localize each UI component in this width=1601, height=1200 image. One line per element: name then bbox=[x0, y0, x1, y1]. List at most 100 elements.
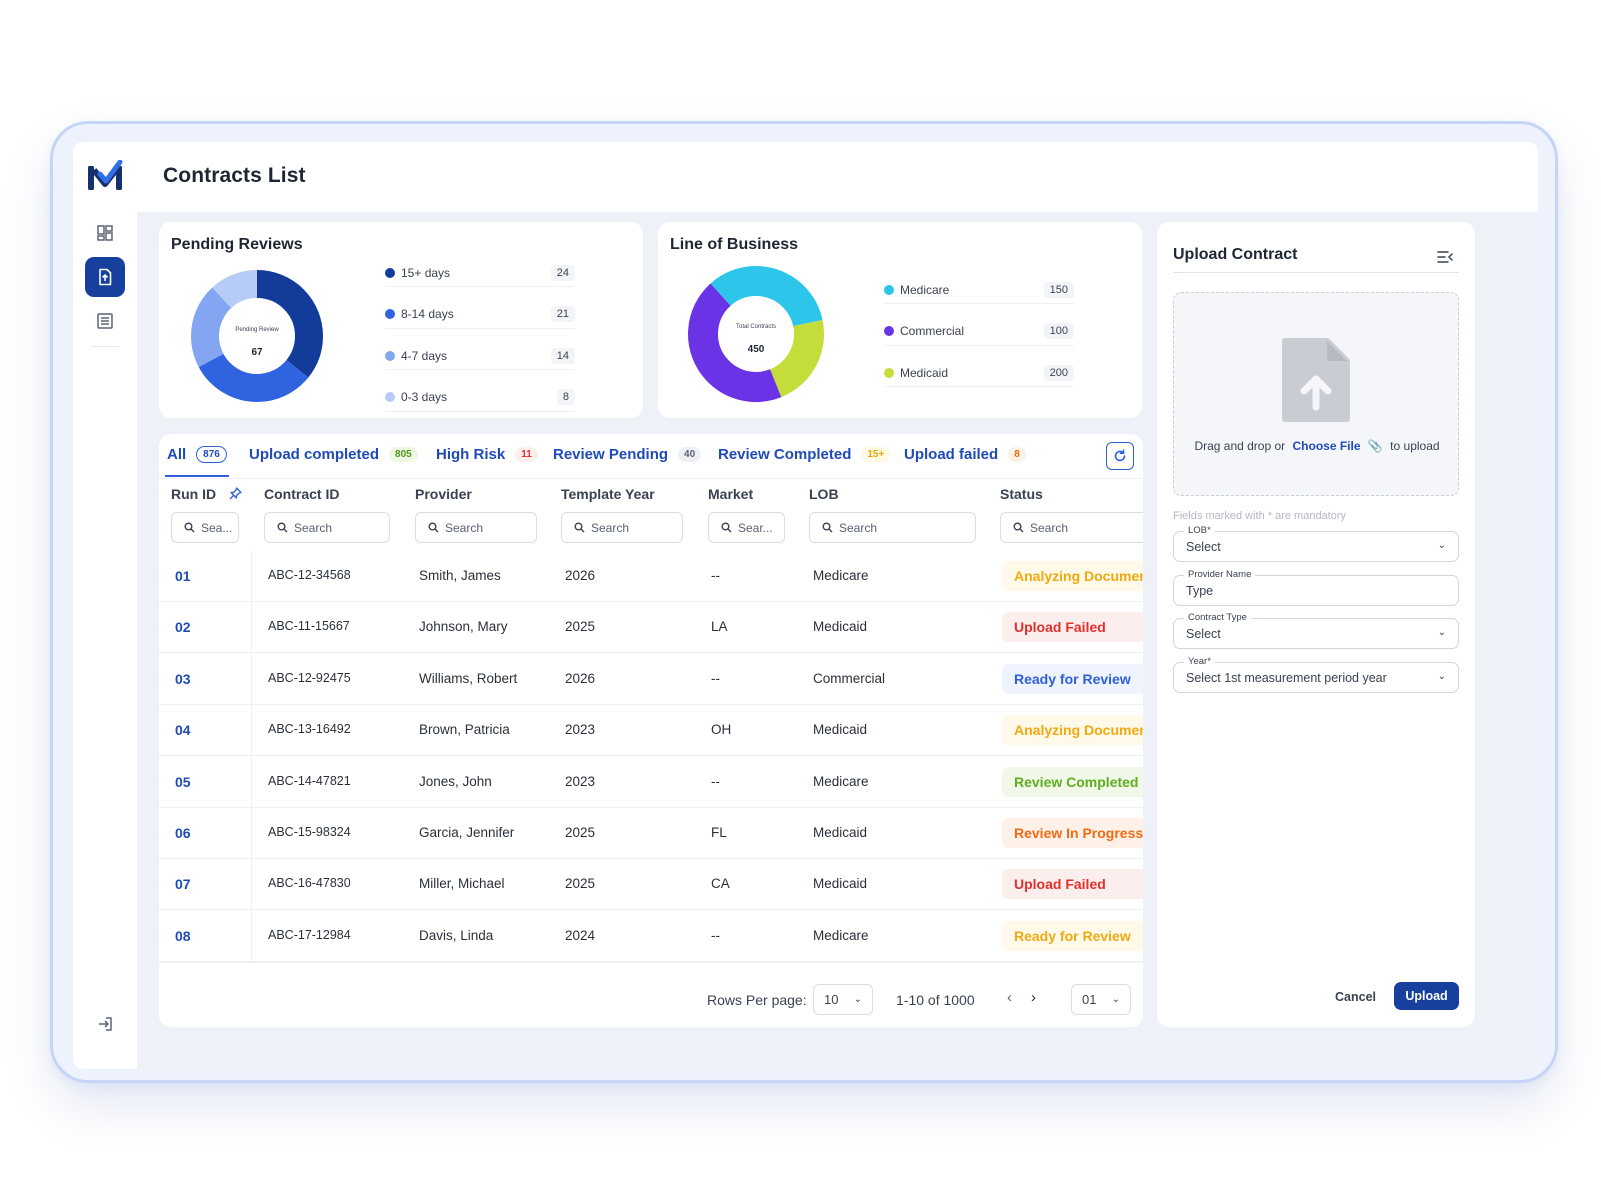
rows-per-page-select[interactable]: 10 ⌄ bbox=[813, 984, 873, 1015]
search-icon bbox=[822, 522, 833, 533]
table-row[interactable]: 02 ABC-11-15667 Johnson, Mary 2025 LA Medicai… bbox=[159, 602, 1143, 654]
drop-instructions: Drag and drop or Choose File 📎 to upload bbox=[1174, 439, 1460, 453]
column-header-contract-id[interactable]: Contract ID bbox=[264, 486, 340, 502]
column-filter-input[interactable]: Search bbox=[1000, 512, 1143, 543]
legend-item: Medicare 150 bbox=[884, 276, 1074, 304]
chevron-down-icon: ⌄ bbox=[1437, 540, 1446, 551]
status-badge: Review Completed bbox=[1014, 773, 1139, 790]
search-icon bbox=[184, 522, 195, 533]
status-badge-bg bbox=[1002, 869, 1143, 900]
row-separator bbox=[251, 551, 252, 602]
lob: Medicare bbox=[813, 568, 869, 583]
field-value: Select bbox=[1186, 627, 1221, 642]
legend-label: 8-14 days bbox=[401, 307, 454, 321]
lob: Commercial bbox=[813, 670, 886, 686]
legend-label: 15+ days bbox=[401, 265, 451, 280]
status-badge: Review In Progress bbox=[1014, 825, 1143, 841]
tab-review-completed[interactable]: Review Completed 15+ bbox=[718, 446, 891, 463]
page-title: Contracts List bbox=[163, 164, 306, 187]
upload-button[interactable]: Upload bbox=[1394, 982, 1459, 1010]
column-filter-input[interactable]: Search bbox=[415, 512, 537, 543]
table-row[interactable]: 01 ABC-12-34568 Smith, James 2026 -- Medicare… bbox=[159, 551, 1143, 602]
form-field-provider-name[interactable]: Provider Name Type bbox=[1173, 568, 1459, 606]
refresh-button[interactable] bbox=[1106, 442, 1134, 470]
tab-all[interactable]: All 876 bbox=[167, 446, 227, 463]
template-year: 2025 bbox=[565, 619, 596, 635]
legend-dot bbox=[385, 267, 395, 278]
app-window: Contracts List Pending Reviews Pending R… bbox=[73, 142, 1538, 1069]
form-field-lob[interactable]: LOB* Select ⌄ bbox=[1173, 525, 1459, 562]
row-separator bbox=[251, 808, 252, 859]
run-id-link[interactable]: 03 bbox=[175, 670, 191, 687]
list-icon bbox=[97, 313, 113, 329]
file-drop-zone[interactable]: Drag and drop or Choose File 📎 to upload bbox=[1173, 292, 1459, 496]
column-filter-input[interactable]: Search bbox=[264, 512, 390, 543]
run-id-link[interactable]: 08 bbox=[175, 927, 191, 944]
table-row[interactable]: 04 ABC-13-16492 Brown, Patricia 2023 OH Medic… bbox=[159, 705, 1143, 757]
page-select[interactable]: 01 ⌄ bbox=[1071, 984, 1131, 1015]
tab-review-pending[interactable]: Review Pending 40 bbox=[553, 446, 702, 463]
choose-file-link[interactable]: Choose File bbox=[1292, 439, 1361, 453]
filter-placeholder: Search bbox=[294, 520, 333, 535]
column-header-template-year[interactable]: Template Year bbox=[561, 486, 655, 502]
table-row[interactable]: 06 ABC-15-98324 Garcia, Jennifer 2025 FL Medi… bbox=[159, 808, 1143, 859]
legend-count: 100 bbox=[1043, 323, 1074, 339]
legend-count: 24 bbox=[550, 264, 575, 281]
column-header-provider[interactable]: Provider bbox=[415, 486, 472, 502]
run-id-link[interactable]: 05 bbox=[175, 773, 191, 790]
run-id-link[interactable]: 01 bbox=[175, 568, 191, 584]
run-id-link[interactable]: 07 bbox=[175, 876, 191, 893]
template-year: 2025 bbox=[565, 876, 596, 892]
provider-name: Brown, Patricia bbox=[419, 722, 510, 738]
tab-high-risk[interactable]: High Risk 11 bbox=[436, 446, 538, 463]
cancel-button[interactable]: Cancel bbox=[1335, 990, 1376, 1004]
form-field-year[interactable]: Year* Select 1st measurement period year ⌄ bbox=[1173, 656, 1459, 694]
table-row[interactable]: 03 ABC-12-92475 Williams, Robert 2026 -- Comm… bbox=[159, 653, 1143, 705]
sidebar-item-list[interactable] bbox=[85, 301, 125, 341]
pin-icon[interactable] bbox=[229, 487, 242, 500]
form-field-contract-type[interactable]: Contract Type Select ⌄ bbox=[1173, 612, 1459, 650]
column-header-status[interactable]: Status bbox=[1000, 486, 1043, 502]
run-id-link[interactable]: 04 bbox=[175, 722, 191, 739]
sidebar-item-upload-contracts[interactable] bbox=[85, 257, 125, 297]
run-id-link[interactable]: 02 bbox=[175, 619, 191, 636]
tab-upload-completed[interactable]: Upload completed 805 bbox=[249, 446, 418, 463]
market: -- bbox=[711, 670, 720, 686]
column-header-run-id[interactable]: Run ID bbox=[171, 486, 217, 502]
column-filter-input[interactable]: Search bbox=[809, 512, 976, 543]
filter-placeholder: Search bbox=[1030, 520, 1069, 535]
market: -- bbox=[711, 927, 720, 943]
lob: Medicaid bbox=[813, 619, 868, 635]
prev-page-button[interactable]: ‹ bbox=[1007, 989, 1012, 1006]
template-year: 2024 bbox=[565, 927, 596, 943]
sidebar-item-dashboard[interactable] bbox=[85, 213, 125, 253]
status-badge-bg bbox=[1002, 715, 1143, 746]
column-header-market[interactable]: Market bbox=[708, 486, 754, 502]
table-row[interactable]: 05 ABC-14-47821 Jones, John 2023 -- Medicare R… bbox=[159, 756, 1143, 808]
tab-label: All bbox=[167, 446, 187, 463]
field-label: Year* bbox=[1184, 656, 1215, 668]
logout-button[interactable] bbox=[85, 1004, 125, 1044]
contract-id: ABC-15-98324 bbox=[268, 825, 351, 839]
run-id-link[interactable]: 06 bbox=[175, 825, 191, 841]
collapse-panel-icon[interactable] bbox=[1437, 250, 1453, 264]
legend-item: 8-14 days 21 bbox=[385, 301, 575, 329]
next-page-button[interactable]: › bbox=[1031, 989, 1036, 1006]
column-filter-input[interactable]: Sea... bbox=[171, 512, 239, 543]
legend-label: 0-3 days bbox=[401, 390, 448, 404]
contracts-table-card: All 876 Upload completed 805 High Risk 11 Revi… bbox=[159, 434, 1143, 1027]
pending-reviews-donut bbox=[191, 270, 323, 402]
legend-label: 4-7 days bbox=[401, 348, 448, 363]
contract-id: ABC-11-15667 bbox=[268, 619, 350, 634]
legend-dot bbox=[385, 392, 395, 402]
legend-label: Medicare bbox=[900, 282, 950, 297]
table-row[interactable]: 08 ABC-17-12984 Davis, Linda 2024 -- Medicare… bbox=[159, 910, 1143, 962]
brand-logo bbox=[88, 160, 123, 190]
tab-upload-failed[interactable]: Upload failed 8 bbox=[904, 446, 1026, 463]
column-header-lob[interactable]: LOB bbox=[809, 486, 839, 502]
field-label: LOB* bbox=[1184, 525, 1215, 536]
column-filter-input[interactable]: Search bbox=[561, 512, 683, 543]
legend-dot bbox=[884, 284, 894, 295]
table-row[interactable]: 07 ABC-16-47830 Miller, Michael 2025 CA Medic… bbox=[159, 859, 1143, 911]
column-filter-input[interactable]: Sear... bbox=[708, 512, 785, 543]
